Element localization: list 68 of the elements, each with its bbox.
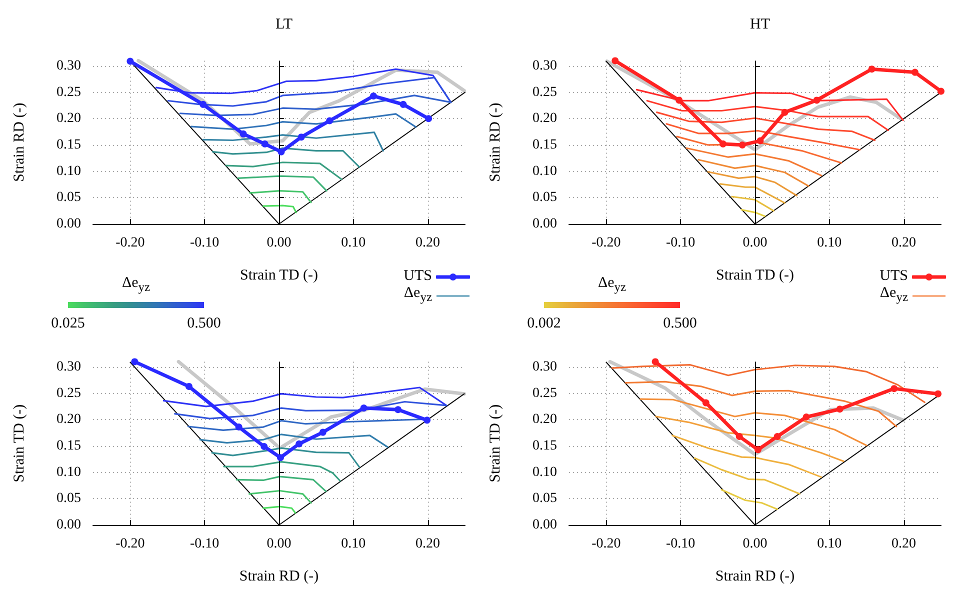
x-tick-label: 0.00 xyxy=(742,236,768,250)
y-tick-label: 0.15 xyxy=(56,137,81,152)
y-tick-label: 0.05 xyxy=(532,190,557,206)
y-tick-label: 0.05 xyxy=(56,190,81,206)
x-tick-label: 0.10 xyxy=(341,536,366,552)
y-tick-label: 0.15 xyxy=(532,438,557,454)
y-tick-label: 0.25 xyxy=(532,386,557,401)
color-bar-title: Δe$_{yz}$ xyxy=(596,274,628,296)
y-tick-label: 0.00 xyxy=(532,216,557,232)
y-tick-label: 0.10 xyxy=(532,164,557,179)
y-tick-label: 0.25 xyxy=(56,84,81,100)
x-tick-label: 0.20 xyxy=(416,536,440,552)
legend-label: Δe$_{yz}$ xyxy=(880,284,908,306)
x-axis-title: Strain TD (-) xyxy=(716,268,794,284)
color-bar-label: 0.002 xyxy=(527,316,561,332)
x-tick-label: -0.20 xyxy=(116,536,145,552)
color-bar-label: 0.500 xyxy=(187,316,221,332)
x-tick-label: 0.10 xyxy=(817,536,842,552)
y-axis-title: Strain TD (-) xyxy=(488,404,504,482)
x-tick-label: 0.00 xyxy=(266,536,292,552)
legend-label: Δe$_{yz}$ xyxy=(404,284,432,306)
x-tick-label: 0.00 xyxy=(266,236,292,250)
x-tick-label: 0.20 xyxy=(892,236,916,250)
y-tick-label: 0.30 xyxy=(532,58,557,74)
y-tick-label: 0.30 xyxy=(56,359,81,374)
y-tick-label: 0.20 xyxy=(56,111,81,126)
x-axis-title: Strain RD (-) xyxy=(715,568,795,584)
y-tick-label: 0.30 xyxy=(56,58,81,74)
y-tick-label: 0.05 xyxy=(532,491,557,506)
y-tick-label: 0.10 xyxy=(56,164,81,179)
y-axis-title: Strain TD (-) xyxy=(12,404,28,482)
y-tick-label: 0.20 xyxy=(56,412,81,428)
y-tick-label: 0.25 xyxy=(56,386,81,401)
y-axis-title: Strain RD (-) xyxy=(488,102,504,182)
chart-title: LT xyxy=(276,16,292,32)
x-tick-label: -0.10 xyxy=(190,236,220,250)
x-axis-title: Strain RD (-) xyxy=(239,568,319,584)
x-tick-label: -0.20 xyxy=(592,236,621,250)
color-bar-title: Δe$_{yz}$ xyxy=(120,274,152,296)
x-tick-label: 0.10 xyxy=(817,236,842,250)
x-tick-label: 0.00 xyxy=(742,536,768,552)
y-tick-label: 0.00 xyxy=(56,216,81,232)
y-tick-label: 0.15 xyxy=(532,137,557,152)
legend-label: UTS xyxy=(880,267,908,286)
y-tick-label: 0.20 xyxy=(532,412,557,428)
x-tick-label: 0.10 xyxy=(341,236,366,250)
y-tick-label: 0.30 xyxy=(532,359,557,374)
color-bar-label: 0.025 xyxy=(51,316,85,332)
x-axis-title: Strain TD (-) xyxy=(240,268,318,284)
x-tick-label: -0.10 xyxy=(190,536,220,552)
y-tick-label: 0.10 xyxy=(56,464,81,480)
x-tick-label: -0.20 xyxy=(116,236,145,250)
x-tick-label: -0.20 xyxy=(592,536,621,552)
y-tick-label: 0.00 xyxy=(56,518,81,532)
x-tick-label: 0.20 xyxy=(892,536,916,552)
y-tick-label: 0.20 xyxy=(532,111,557,126)
x-tick-label: -0.10 xyxy=(666,536,696,552)
y-axis-title: Strain RD (-) xyxy=(12,102,28,182)
color-bar-label: 0.500 xyxy=(663,316,697,332)
legend-label: UTS xyxy=(404,267,432,286)
x-tick-label: 0.20 xyxy=(416,236,440,250)
y-tick-label: 0.10 xyxy=(532,464,557,480)
y-tick-label: 0.15 xyxy=(56,438,81,454)
y-tick-label: 0.05 xyxy=(56,491,81,506)
x-tick-label: -0.10 xyxy=(666,236,696,250)
y-tick-label: 0.25 xyxy=(532,84,557,100)
chart-title: HT xyxy=(750,16,770,32)
y-tick-label: 0.00 xyxy=(532,518,557,532)
